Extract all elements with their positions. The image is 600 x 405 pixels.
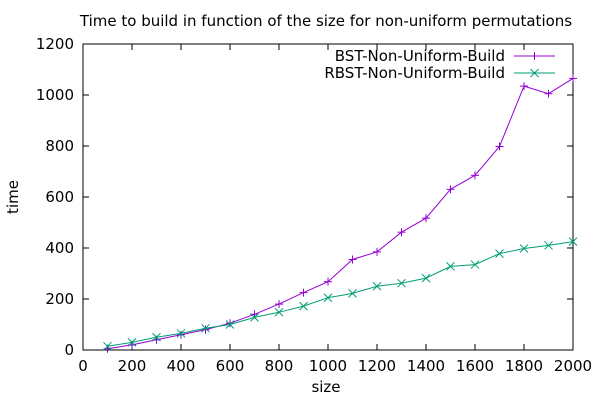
x-tick-label: 1000 bbox=[309, 357, 347, 375]
x-tick-label: 200 bbox=[118, 357, 147, 375]
data-point bbox=[127, 337, 137, 347]
data-point bbox=[225, 320, 235, 329]
y-axis: 0 200 400 600 800 1000 1200 bbox=[36, 35, 573, 359]
x-tick-label: 600 bbox=[216, 357, 245, 375]
legend-marker bbox=[530, 52, 539, 60]
y-tick-label: 800 bbox=[45, 137, 74, 155]
series-line bbox=[107, 241, 574, 347]
data-point bbox=[323, 293, 333, 303]
legend-item: BST-Non-Uniform-Build bbox=[335, 47, 555, 65]
series-2 bbox=[103, 237, 578, 351]
data-point bbox=[103, 341, 112, 351]
legend-label: BST-Non-Uniform-Build bbox=[335, 47, 505, 65]
x-tick-label: 400 bbox=[167, 357, 196, 375]
data-point bbox=[519, 244, 529, 253]
data-point bbox=[544, 89, 553, 98]
data-point bbox=[520, 82, 528, 91]
data-point bbox=[372, 281, 382, 291]
x-tick-label: 800 bbox=[265, 357, 294, 375]
data-point bbox=[470, 260, 480, 269]
y-tick-label: 600 bbox=[45, 188, 74, 206]
legend-item: RBST-Non-Uniform-Build bbox=[324, 64, 555, 82]
x-tick-label: 2000 bbox=[554, 357, 592, 375]
x-tick-label: 1400 bbox=[407, 357, 445, 375]
data-point bbox=[201, 323, 210, 333]
data-point bbox=[176, 329, 186, 338]
data-point bbox=[274, 307, 284, 317]
plot-frame bbox=[82, 43, 574, 351]
y-tick-label: 400 bbox=[45, 239, 74, 257]
data-point bbox=[299, 301, 308, 311]
chart-title: Time to build in function of the size fo… bbox=[79, 12, 572, 30]
data-point bbox=[544, 241, 553, 250]
data-point bbox=[568, 237, 578, 246]
legend: BST-Non-Uniform-BuildRBST-Non-Uniform-Bu… bbox=[324, 47, 555, 82]
y-axis-label: time bbox=[4, 180, 22, 214]
data-point bbox=[348, 255, 357, 264]
data-point bbox=[397, 228, 406, 237]
series-layer bbox=[103, 74, 578, 353]
data-point bbox=[446, 185, 455, 194]
x-tick-label: 1600 bbox=[456, 357, 494, 375]
data-point bbox=[421, 273, 431, 283]
data-point bbox=[422, 214, 430, 223]
data-point bbox=[299, 288, 308, 297]
x-tick-label: 0 bbox=[78, 357, 88, 375]
legend-marker bbox=[530, 68, 539, 78]
data-point bbox=[177, 330, 185, 339]
series-1 bbox=[103, 74, 577, 353]
legend-label: RBST-Non-Uniform-Build bbox=[324, 64, 505, 82]
x-tick-label: 1200 bbox=[358, 357, 396, 375]
data-point bbox=[250, 313, 259, 322]
data-point bbox=[348, 289, 357, 298]
data-point bbox=[373, 247, 381, 256]
x-tick-label: 1800 bbox=[505, 357, 543, 375]
data-point bbox=[495, 249, 504, 258]
data-point bbox=[495, 142, 504, 151]
series-line bbox=[107, 77, 574, 350]
data-point bbox=[201, 325, 210, 334]
data-point bbox=[471, 171, 479, 180]
x-axis-label: size bbox=[311, 378, 340, 396]
y-tick-label: 200 bbox=[45, 290, 74, 308]
y-tick-label: 0 bbox=[64, 341, 74, 359]
x-axis: 0 200 400 600 800 1000 1200 1400 1600 1800 2000 bbox=[78, 44, 592, 375]
data-point bbox=[152, 332, 161, 342]
data-point bbox=[324, 277, 332, 286]
data-point bbox=[275, 300, 283, 309]
data-point bbox=[397, 278, 406, 288]
data-point bbox=[446, 262, 455, 271]
data-point bbox=[569, 74, 577, 83]
y-tick-label: 1000 bbox=[36, 86, 74, 104]
y-tick-label: 1200 bbox=[36, 35, 74, 53]
